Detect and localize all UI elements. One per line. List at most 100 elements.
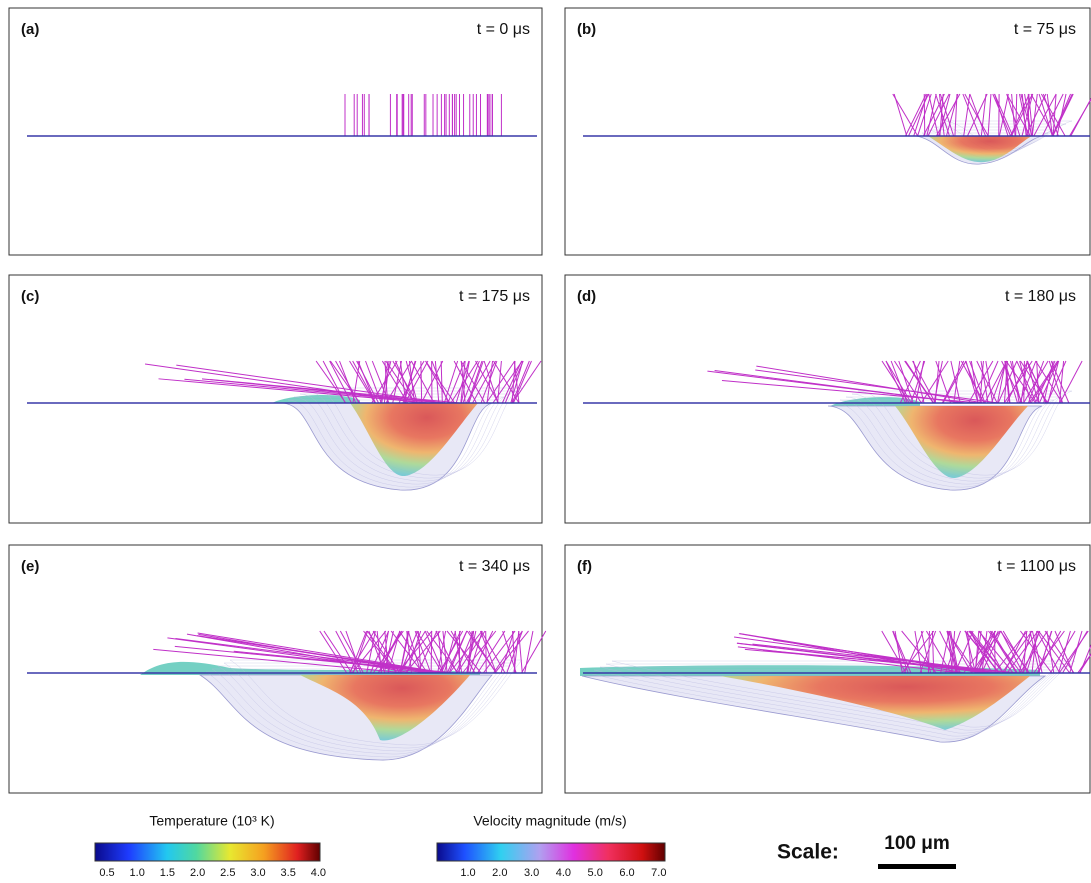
laser-ray xyxy=(926,93,937,137)
laser-ray xyxy=(480,630,506,674)
streamline xyxy=(287,399,499,488)
laser-ray xyxy=(994,93,1014,137)
laser-ray xyxy=(1021,93,1027,137)
panel: (c) t = 175 μs xyxy=(8,274,543,524)
laser-ray xyxy=(504,360,524,404)
laser-ray xyxy=(322,360,346,404)
colorbar-tick-label: 0.5 xyxy=(99,867,114,879)
laser-ray xyxy=(1001,630,1033,674)
colorbar-tick-label: 4.0 xyxy=(556,867,571,879)
laser-ray xyxy=(480,360,498,404)
laser-ray xyxy=(405,630,441,674)
panel: (b) t = 75 μs xyxy=(564,7,1091,256)
laser-ray xyxy=(351,630,387,674)
laser-ray xyxy=(482,630,516,674)
laser-ray xyxy=(755,369,999,404)
laser-ray xyxy=(417,630,438,674)
melt-pool xyxy=(350,403,478,477)
laser-ray xyxy=(947,630,973,674)
laser-ray xyxy=(443,360,459,404)
melt-pool xyxy=(300,675,470,741)
laser-ray xyxy=(512,630,516,674)
laser-ray xyxy=(443,630,457,674)
laser-ray xyxy=(963,93,971,137)
laser-ray xyxy=(892,630,909,674)
streamline xyxy=(593,669,1058,737)
laser-ray xyxy=(158,378,431,404)
laser-ray xyxy=(1030,93,1055,137)
laser-ray xyxy=(402,360,417,404)
laser-ray xyxy=(1024,93,1032,137)
laser-ray xyxy=(980,93,987,137)
laser-ray xyxy=(1026,360,1039,404)
laser-ray xyxy=(153,648,406,674)
streamline xyxy=(845,396,1061,482)
velocity-colorbar: Velocity magnitude (m/s) 1.0 2.0 3.0 4.0 5.0… xyxy=(436,813,666,879)
laser-ray xyxy=(394,360,415,404)
laser-ray xyxy=(997,360,1007,404)
laser-ray xyxy=(407,630,422,674)
streamline xyxy=(305,390,517,479)
laser-ray xyxy=(1028,93,1034,137)
laser-ray xyxy=(1026,360,1048,404)
laser-ray xyxy=(1059,360,1083,404)
laser-ray xyxy=(176,364,445,404)
laser-ray xyxy=(511,360,530,404)
laser-ray xyxy=(208,636,437,674)
laser-ray xyxy=(446,630,468,674)
laser-ray xyxy=(1058,360,1065,404)
colorbar-title: Temperature (10³ K) xyxy=(149,813,274,829)
streamline xyxy=(857,390,1073,476)
laser-ray xyxy=(1069,98,1091,137)
laser-ray xyxy=(455,630,474,674)
laser-ray xyxy=(437,630,447,674)
laser-ray xyxy=(390,630,424,674)
laser-ray xyxy=(512,360,532,404)
panel-time: t = 175 μs xyxy=(459,288,530,305)
streamline xyxy=(851,393,1067,479)
laser-ray xyxy=(1003,360,1008,404)
panel-time: t = 1100 μs xyxy=(997,558,1076,575)
laser-ray xyxy=(994,93,1009,137)
streamline xyxy=(311,387,523,476)
panel-time: t = 180 μs xyxy=(1005,288,1076,305)
laser-ray xyxy=(477,630,506,674)
panel: (d) t = 180 μs xyxy=(564,274,1091,524)
panels: (a) t = 0 μs (b) t = 75 μs (c) t = 175 μs (d) t… xyxy=(8,7,1091,794)
colorbar-tick-label: 1.5 xyxy=(160,867,175,879)
laser-ray xyxy=(894,360,922,404)
streamline xyxy=(587,672,1052,740)
laser-ray xyxy=(1049,630,1076,674)
laser-ray xyxy=(398,360,425,404)
colorbar-title: Velocity magnitude (m/s) xyxy=(473,813,626,829)
laser-ray xyxy=(969,93,986,137)
laser-ray xyxy=(1078,653,1091,674)
colorbar-tick-label: 3.0 xyxy=(250,867,265,879)
laser-ray xyxy=(1016,360,1037,404)
laser-ray xyxy=(1058,630,1071,674)
laser-ray xyxy=(410,360,435,404)
laser-ray xyxy=(1020,630,1053,674)
panel-time: t = 75 μs xyxy=(1014,21,1076,38)
laser-ray xyxy=(174,645,449,674)
laser-ray xyxy=(928,93,939,137)
laser-ray xyxy=(1021,93,1034,137)
panel-time: t = 0 μs xyxy=(477,21,530,38)
laser-ray xyxy=(954,93,958,137)
laser-ray xyxy=(917,93,932,137)
laser-ray xyxy=(468,360,484,404)
laser-ray xyxy=(345,630,362,674)
laser-ray xyxy=(437,630,444,674)
panel-frame xyxy=(564,274,1091,524)
laser-ray xyxy=(1019,360,1032,404)
laser-ray xyxy=(524,630,534,674)
laser-ray xyxy=(1011,93,1016,137)
laser-ray xyxy=(1052,93,1057,137)
colorbar-tick-label: 4.0 xyxy=(311,867,326,879)
laser-ray xyxy=(1031,93,1038,137)
laser-ray xyxy=(385,360,415,404)
laser-ray xyxy=(453,360,477,404)
laser-ray xyxy=(497,360,502,404)
laser-ray xyxy=(493,630,523,674)
